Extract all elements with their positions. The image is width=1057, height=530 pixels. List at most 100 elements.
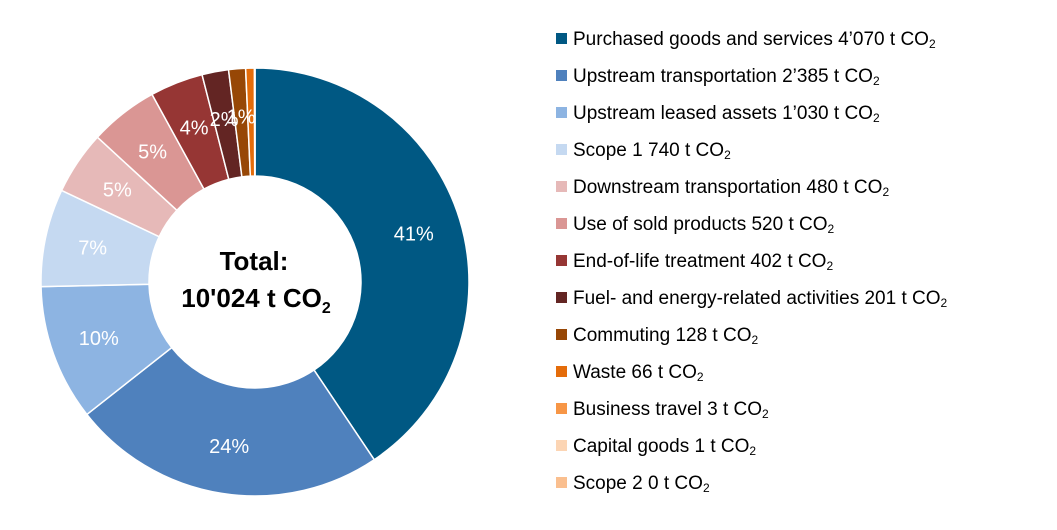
legend-label: Fuel- and energy-related activities 201 … — [573, 288, 947, 309]
legend-series-name: Upstream transportation — [573, 66, 777, 87]
legend-swatch — [556, 402, 567, 414]
legend-label: Scope 1 740 t CO2 — [573, 140, 731, 161]
legend-series-value: 128 — [675, 325, 708, 346]
legend-label: Downstream transportation 480 t CO2 — [573, 177, 889, 198]
pct-label-end-of-life-treatment: 4% — [180, 118, 209, 140]
legend-series-value: 402 — [750, 251, 783, 272]
legend-item-scope-1: Scope 1 740 t CO2 — [556, 137, 947, 174]
legend-series-name: Commuting — [573, 325, 671, 346]
legend-series-name: Fuel- and energy-related activities — [573, 288, 860, 309]
legend-series-value: 1 — [694, 436, 706, 457]
legend-swatch — [556, 365, 567, 377]
legend-item-business-travel: Business travel 3 t CO2 — [556, 396, 947, 433]
legend-unit: t CO — [663, 473, 703, 494]
legend-label: Capital goods 1 t CO2 — [573, 436, 756, 457]
legend-series-value: 3 — [707, 399, 718, 420]
legend-unit-subscript: 2 — [827, 222, 835, 236]
legend-swatch — [556, 476, 567, 488]
legend-item-upstream-transportation: Upstream transportation 2’385 t CO2 — [556, 63, 947, 100]
pct-label-upstream-leased-assets: 10% — [79, 328, 119, 350]
legend-swatch — [556, 106, 567, 118]
legend-unit-subscript: 2 — [724, 148, 731, 162]
center-total-value: 10'024 t CO2 — [181, 283, 331, 317]
legend-swatch — [556, 217, 567, 229]
legend-unit-subscript: 2 — [872, 111, 880, 125]
legend-unit: t CO — [657, 362, 697, 383]
center-total-value-main: 10'024 t CO — [181, 283, 322, 313]
legend-series-value: 4’070 — [838, 29, 885, 50]
legend-unit: t CO — [833, 66, 873, 87]
legend-series-name: Upstream leased assets — [573, 103, 777, 124]
legend-series-name: End-of-life treatment — [573, 251, 746, 272]
chart-legend: Purchased goods and services 4’070 t CO2… — [556, 26, 947, 507]
legend-unit-subscript: 2 — [702, 481, 710, 495]
legend-swatch — [556, 291, 567, 303]
legend-swatch — [556, 439, 567, 451]
legend-unit: t CO — [710, 436, 750, 457]
pct-label-fuel-and-energy-related-activities: 2% — [210, 109, 239, 131]
pct-label-upstream-transportation: 24% — [209, 436, 249, 458]
legend-unit: t CO — [685, 140, 725, 161]
legend-item-upstream-leased-assets: Upstream leased assets 1’030 t CO2 — [556, 100, 947, 137]
legend-unit: t CO — [788, 214, 828, 235]
legend-item-waste: Waste 66 t CO2 — [556, 359, 947, 396]
legend-series-value: 201 — [864, 288, 897, 309]
legend-swatch — [556, 254, 567, 266]
legend-swatch — [556, 69, 567, 81]
pct-label-use-of-sold-products: 5% — [138, 141, 167, 163]
legend-label: Upstream leased assets 1’030 t CO2 — [573, 103, 880, 124]
percent-labels: 41% 24% 10% 7% 5% 5% 4% 2%1% — [78, 107, 434, 458]
legend-series-value: 740 — [648, 140, 680, 161]
legend-series-name: Business travel — [573, 399, 702, 420]
center-total-label: Total: — [220, 246, 289, 276]
legend-series-value: 1’030 — [782, 103, 829, 124]
legend-series-value: 0 — [648, 473, 659, 494]
legend-unit-subscript: 2 — [751, 333, 759, 347]
legend-item-use-of-sold-products: Use of sold products 520 t CO2 — [556, 211, 947, 248]
legend-unit-subscript: 2 — [696, 370, 704, 384]
legend-item-capital-goods: Capital goods 1 t CO2 — [556, 433, 947, 470]
legend-series-name: Capital goods — [573, 436, 690, 457]
legend-unit: t CO — [901, 288, 941, 309]
legend-label: Purchased goods and services 4’070 t CO2 — [573, 29, 936, 50]
legend-series-value: 66 — [631, 362, 653, 383]
legend-series-name: Use of sold products — [573, 214, 747, 235]
legend-label: Upstream transportation 2’385 t CO2 — [573, 66, 880, 87]
legend-unit: t CO — [843, 177, 883, 198]
legend-unit-subscript: 2 — [872, 74, 880, 88]
legend-item-fuel-and-energy-related-activities: Fuel- and energy-related activities 201 … — [556, 285, 947, 322]
pct-label-purchased-goods-and-services: 41% — [394, 224, 434, 246]
legend-item-scope-2: Scope 2 0 t CO2 — [556, 470, 947, 507]
legend-unit: t CO — [712, 325, 752, 346]
legend-swatch — [556, 328, 567, 340]
legend-item-purchased-goods-and-services: Purchased goods and services 4’070 t CO2 — [556, 26, 947, 63]
legend-series-name: Waste — [573, 362, 627, 383]
donut-slices — [40, 67, 470, 497]
pct-label-commuting: 1% — [227, 107, 256, 129]
legend-series-value: 480 — [806, 177, 839, 198]
legend-unit-subscript: 2 — [749, 444, 757, 458]
legend-unit: t CO — [889, 29, 929, 50]
legend-swatch — [556, 143, 567, 155]
legend-series-name: Purchased goods and services — [573, 29, 833, 50]
legend-swatch — [556, 32, 567, 44]
legend-label: Waste 66 t CO2 — [573, 362, 704, 383]
legend-unit-subscript: 2 — [882, 185, 890, 199]
legend-swatch — [556, 180, 567, 192]
slice-upstream-transportation — [85, 346, 376, 497]
legend-series-name: Downstream transportation — [573, 177, 802, 198]
legend-series-value: 520 — [751, 214, 784, 235]
legend-label: Business travel 3 t CO2 — [573, 399, 769, 420]
legend-item-end-of-life-treatment: End-of-life treatment 402 t CO2 — [556, 248, 947, 285]
legend-series-name: Scope 2 — [573, 473, 643, 494]
legend-unit: t CO — [787, 251, 827, 272]
legend-unit: t CO — [833, 103, 873, 124]
legend-unit-subscript: 2 — [928, 37, 936, 51]
legend-unit-subscript: 2 — [762, 407, 769, 421]
legend-unit: t CO — [722, 399, 763, 420]
legend-label: End-of-life treatment 402 t CO2 — [573, 251, 833, 272]
legend-unit-subscript: 2 — [940, 296, 948, 310]
pct-label-scope-1: 7% — [78, 237, 107, 259]
legend-series-value: 2’385 — [782, 66, 829, 87]
legend-label: Scope 2 0 t CO2 — [573, 473, 710, 494]
